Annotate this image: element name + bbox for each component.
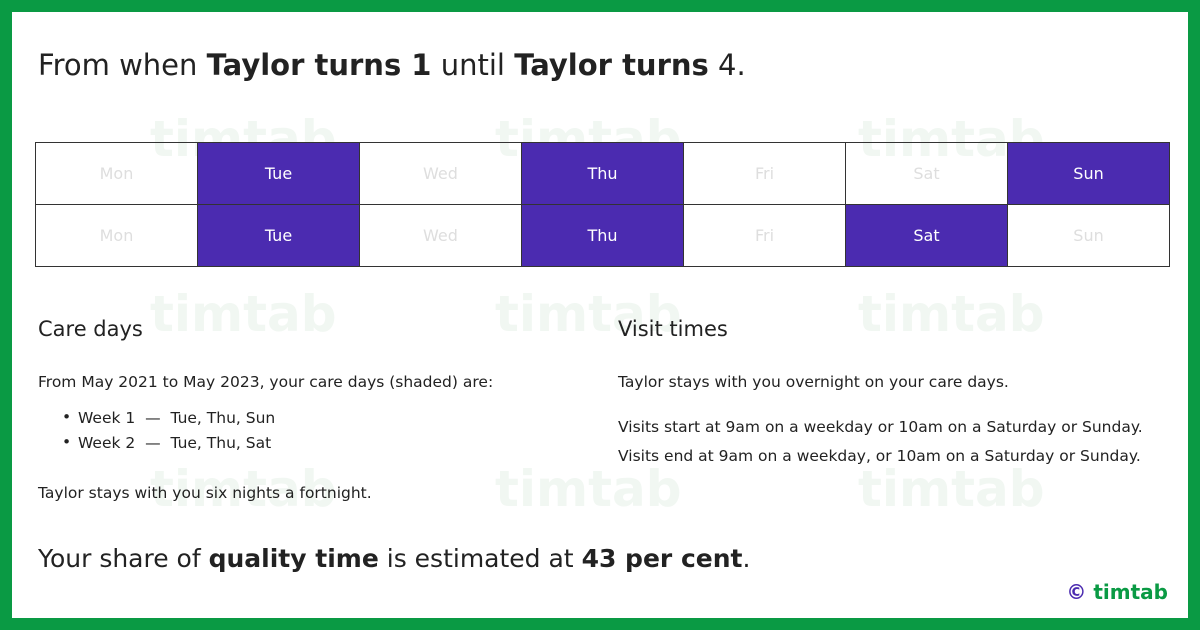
logo-symbol: © bbox=[1066, 580, 1087, 604]
text-segment: Taylor turns bbox=[514, 48, 709, 82]
day-cell: Fri bbox=[683, 204, 846, 267]
care-days-note: Taylor stays with you six nights a fortn… bbox=[38, 484, 372, 502]
care-days-heading: Care days bbox=[38, 317, 143, 341]
visit-times-heading: Visit times bbox=[618, 317, 728, 341]
watermark: timtab bbox=[858, 285, 1045, 343]
text-segment: 4 bbox=[708, 48, 737, 82]
week-row: Mon Tue Wed Thu Fri Sat Sun bbox=[35, 204, 1170, 267]
logo: © timtab bbox=[1066, 580, 1168, 604]
day-cell: Sun bbox=[1007, 204, 1170, 267]
day-cell: Fri bbox=[683, 142, 846, 205]
text-segment: 43 per cent bbox=[581, 544, 743, 573]
day-cell: Tue bbox=[197, 204, 360, 267]
day-cell: Sat bbox=[845, 142, 1008, 205]
paragraph: Visits end at 9am on a weekday, or 10am … bbox=[618, 447, 1141, 465]
text-segment: . bbox=[736, 48, 746, 82]
text-segment: Taylor turns 1 bbox=[206, 48, 432, 82]
day-cell: Thu bbox=[521, 204, 684, 267]
day-cell: Mon bbox=[35, 204, 198, 267]
day-cell: Thu bbox=[521, 142, 684, 205]
day-cell: Sat bbox=[845, 204, 1008, 267]
day-cell: Wed bbox=[359, 142, 522, 205]
text-segment: quality time bbox=[208, 544, 379, 573]
watermark: timtab bbox=[150, 285, 337, 343]
summary: Your share of quality time is estimated … bbox=[38, 544, 750, 573]
text-segment: Your share of bbox=[38, 544, 209, 573]
headline: From when Taylor turns 1 until Taylor tu… bbox=[38, 48, 746, 82]
care-days-intro: From May 2021 to May 2023, your care day… bbox=[38, 373, 494, 391]
list-item: Week 1 — Tue, Thu, Sun bbox=[78, 409, 276, 427]
text-segment: From when bbox=[38, 48, 207, 82]
day-cell: Sun bbox=[1007, 142, 1170, 205]
day-cell: Mon bbox=[35, 142, 198, 205]
watermark: timtab bbox=[150, 460, 337, 518]
list-item: Week 2 — Tue, Thu, Sat bbox=[78, 434, 272, 452]
watermark: timtab bbox=[495, 285, 682, 343]
logo-name: timtab bbox=[1093, 580, 1168, 604]
day-cell: Wed bbox=[359, 204, 522, 267]
text-segment: . bbox=[742, 544, 751, 573]
bullet: • bbox=[62, 408, 72, 426]
text-segment: until bbox=[431, 48, 515, 82]
day-cell: Tue bbox=[197, 142, 360, 205]
calendar: Mon Tue Wed Thu Fri Sat Sun Mon Tue Wed Thu Fri Sat S… bbox=[35, 142, 1170, 267]
watermark: timtab bbox=[858, 460, 1045, 518]
paragraph: Taylor stays with you overnight on your … bbox=[618, 373, 1009, 391]
paragraph: Visits start at 9am on a weekday or 10am… bbox=[618, 418, 1143, 436]
watermark: timtab bbox=[495, 460, 682, 518]
text-segment: is estimated at bbox=[378, 544, 582, 573]
bullet: • bbox=[62, 433, 72, 451]
week-row: Mon Tue Wed Thu Fri Sat Sun bbox=[35, 142, 1170, 205]
